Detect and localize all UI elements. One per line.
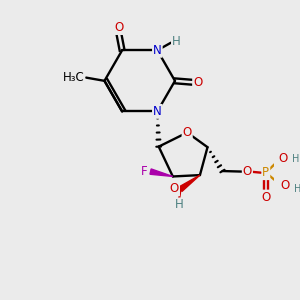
Text: H: H <box>292 154 299 164</box>
Text: O: O <box>183 126 192 139</box>
Text: F: F <box>141 165 148 178</box>
Text: N: N <box>153 44 162 57</box>
Text: O: O <box>278 152 287 164</box>
Text: P: P <box>262 166 269 179</box>
Text: H: H <box>294 184 300 194</box>
Text: H: H <box>175 198 183 212</box>
Text: O: O <box>170 182 179 195</box>
Text: O: O <box>243 165 252 178</box>
Text: O: O <box>261 190 270 204</box>
Text: N: N <box>153 105 162 118</box>
Text: O: O <box>114 21 124 34</box>
Polygon shape <box>179 175 200 191</box>
Polygon shape <box>150 169 173 176</box>
Text: O: O <box>193 76 203 89</box>
Text: H: H <box>172 35 181 48</box>
Text: H₃C: H₃C <box>63 71 85 84</box>
Text: O: O <box>280 178 289 192</box>
